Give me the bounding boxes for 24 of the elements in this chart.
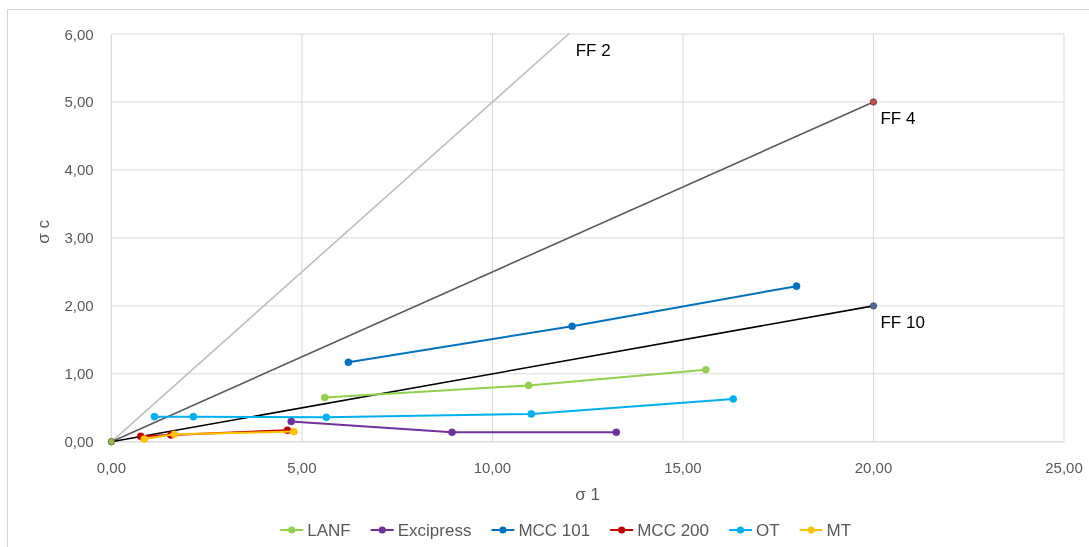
legend-label: MT <box>826 520 852 540</box>
legend-label: OT <box>756 520 780 540</box>
y-tick-label: 5,00 <box>64 93 94 111</box>
y-tick-label: 0,00 <box>64 433 94 451</box>
y-tick-label: 2,00 <box>64 297 94 315</box>
x-tick-label: 5,00 <box>287 458 317 476</box>
x-tick-label: 15,00 <box>664 458 702 476</box>
y-axis-title: σ c <box>33 219 53 244</box>
x-tick-label: 0,00 <box>96 458 126 476</box>
x-tick-label: 20,00 <box>854 458 893 476</box>
x-tick-label: 25,00 <box>1045 458 1083 476</box>
x-tick-label: 10,00 <box>473 458 512 476</box>
legend-label: Excipress <box>397 520 472 540</box>
y-tick-label: 1,00 <box>64 365 94 383</box>
legend-label: MCC 101 <box>518 520 591 540</box>
annotation: FF 4 <box>880 108 916 128</box>
y-tick-label: 4,00 <box>64 161 94 179</box>
annotation: FF 2 <box>575 41 611 60</box>
y-tick-label: 6,00 <box>64 25 94 43</box>
x-axis-title: σ 1 <box>575 484 601 504</box>
legend-label: LANF <box>307 520 351 540</box>
y-tick-label: 3,00 <box>64 229 94 247</box>
annotation: FF 10 <box>880 312 925 332</box>
legend-label: MCC 200 <box>637 520 710 540</box>
